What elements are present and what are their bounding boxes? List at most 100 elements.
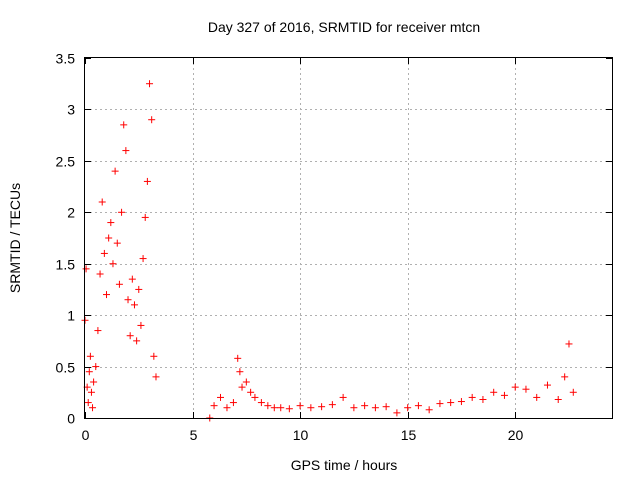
data-point	[87, 388, 95, 396]
y-axis-title: SRMTID / TECUs	[7, 183, 23, 293]
data-point	[143, 177, 151, 185]
x-tick-label: 15	[401, 427, 417, 443]
x-tick-label: 5	[190, 427, 198, 443]
x-tick-label: 10	[293, 427, 309, 443]
data-point	[511, 383, 519, 391]
y-tick-label: 1.5	[56, 257, 76, 273]
data-point	[94, 327, 102, 335]
data-point	[318, 403, 326, 411]
data-point	[82, 265, 90, 273]
x-tick-labels: 0 5 10 15 20	[82, 427, 524, 443]
x-axis-title: GPS time / hours	[291, 457, 398, 473]
data-point	[277, 404, 285, 412]
data-point	[135, 285, 143, 293]
data-point	[137, 321, 145, 329]
data-point	[139, 255, 147, 263]
data-point	[148, 116, 156, 124]
data-point	[350, 404, 358, 412]
data-point	[126, 332, 134, 340]
data-point	[111, 167, 119, 175]
data-point	[339, 393, 347, 401]
y-tick-label: 0.5	[56, 360, 76, 376]
data-point	[371, 404, 379, 412]
data-point	[328, 401, 336, 409]
data-point	[569, 388, 577, 396]
data-point	[85, 368, 93, 376]
data-point	[141, 213, 149, 221]
data-point	[120, 121, 128, 129]
data-point	[84, 399, 92, 407]
data-point	[105, 234, 113, 242]
data-point	[113, 239, 121, 247]
axis-ticks	[85, 58, 612, 419]
data-point	[128, 275, 136, 283]
y-tick-label: 3	[67, 102, 75, 118]
data-point	[90, 378, 98, 386]
data-point	[236, 368, 244, 376]
y-tick-label: 3.5	[56, 51, 76, 67]
data-point	[242, 378, 250, 386]
data-point	[109, 260, 117, 268]
data-point	[500, 391, 508, 399]
data-point	[133, 337, 141, 345]
data-point	[479, 395, 487, 403]
y-tick-label: 0	[67, 411, 75, 427]
data-point	[361, 402, 369, 410]
data-point	[468, 393, 476, 401]
data-point	[414, 402, 422, 410]
y-tick-labels: 0 0.5 1 1.5 2 2.5 3 3.5	[56, 51, 76, 427]
data-point	[150, 352, 158, 360]
data-point	[404, 404, 412, 412]
data-point	[490, 388, 498, 396]
data-point	[565, 340, 573, 348]
data-point	[217, 393, 225, 401]
data-point	[285, 405, 293, 413]
data-point	[382, 403, 390, 411]
data-point	[264, 402, 272, 410]
data-point	[270, 404, 278, 412]
data-point	[124, 296, 132, 304]
data-point	[115, 280, 123, 288]
data-point	[122, 147, 130, 155]
data-point	[238, 383, 246, 391]
data-point	[130, 301, 138, 309]
data-point	[223, 404, 231, 412]
grid	[85, 58, 612, 418]
data-point	[533, 393, 541, 401]
data-point	[92, 363, 100, 371]
data-point	[393, 409, 401, 417]
chart-title: Day 327 of 2016, SRMTID for receiver mtc…	[208, 19, 480, 35]
data-point	[522, 385, 530, 393]
data-point	[234, 354, 242, 362]
data-point	[257, 399, 265, 407]
data-point	[447, 399, 455, 407]
data-point	[296, 402, 304, 410]
data-point	[152, 373, 160, 381]
data-point	[98, 198, 106, 206]
data-point	[118, 208, 126, 216]
data-point	[543, 381, 551, 389]
data-point	[229, 399, 237, 407]
plot-frame	[84, 57, 613, 419]
data-point	[251, 393, 259, 401]
data-point	[86, 352, 94, 360]
y-tick-label: 2.5	[56, 154, 76, 170]
data-point	[425, 406, 433, 414]
data-point	[247, 388, 255, 396]
data-point	[436, 400, 444, 408]
data-point	[210, 402, 218, 410]
data-point	[561, 373, 569, 381]
data-point	[307, 404, 315, 412]
x-tick-label: 20	[508, 427, 524, 443]
data-point	[103, 291, 111, 299]
data-point	[554, 395, 562, 403]
x-tick-label: 0	[82, 427, 90, 443]
y-tick-label: 1	[67, 308, 75, 324]
data-point	[146, 80, 154, 88]
data-point	[96, 270, 104, 278]
data-point	[457, 398, 465, 406]
y-tick-label: 2	[67, 205, 75, 221]
data-point	[107, 219, 115, 227]
data-points	[81, 80, 577, 422]
